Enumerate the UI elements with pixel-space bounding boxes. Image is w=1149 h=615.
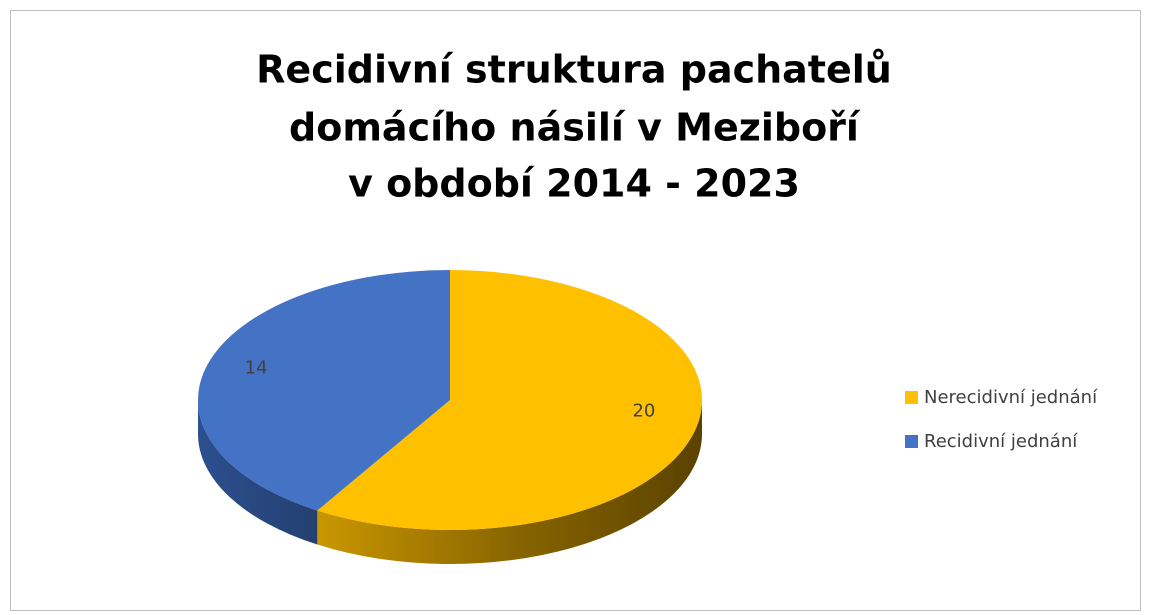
slice [317,270,703,530]
chart-title: domácího násilí v Meziboří [289,106,861,150]
legend-label: Nerecidivní jednání [924,387,1098,408]
slice [198,270,450,511]
slice-side [198,400,318,545]
data-label: 14 [245,358,268,379]
legend-swatch [905,391,918,404]
chart-title: v období 2014 - 2023 [348,162,800,206]
slice-side [317,400,702,564]
chart-title: Recidivní struktura pachatelů [256,48,892,92]
legend-swatch [905,435,918,448]
legend-label: Recidivní jednání [924,431,1078,452]
data-label: 20 [632,400,655,421]
